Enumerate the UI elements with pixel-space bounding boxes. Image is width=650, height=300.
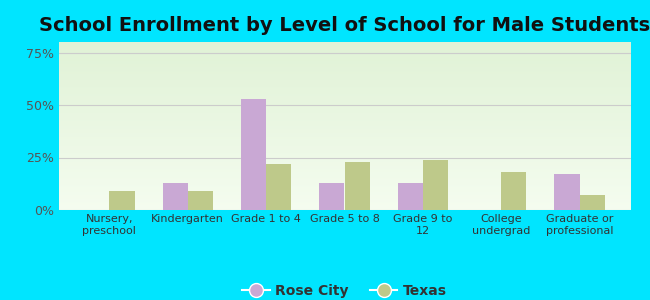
Legend: Rose City, Texas: Rose City, Texas [237, 279, 452, 300]
Bar [319, 183, 344, 210]
Bar [188, 191, 213, 210]
Bar [423, 160, 448, 210]
Bar [580, 195, 604, 210]
Bar [398, 183, 423, 210]
Bar [344, 162, 370, 210]
Bar [241, 99, 266, 210]
Title: School Enrollment by Level of School for Male Students: School Enrollment by Level of School for… [39, 16, 650, 35]
Bar [162, 183, 188, 210]
Bar [501, 172, 526, 210]
Bar [554, 174, 580, 210]
Bar [266, 164, 291, 210]
Bar [109, 191, 135, 210]
